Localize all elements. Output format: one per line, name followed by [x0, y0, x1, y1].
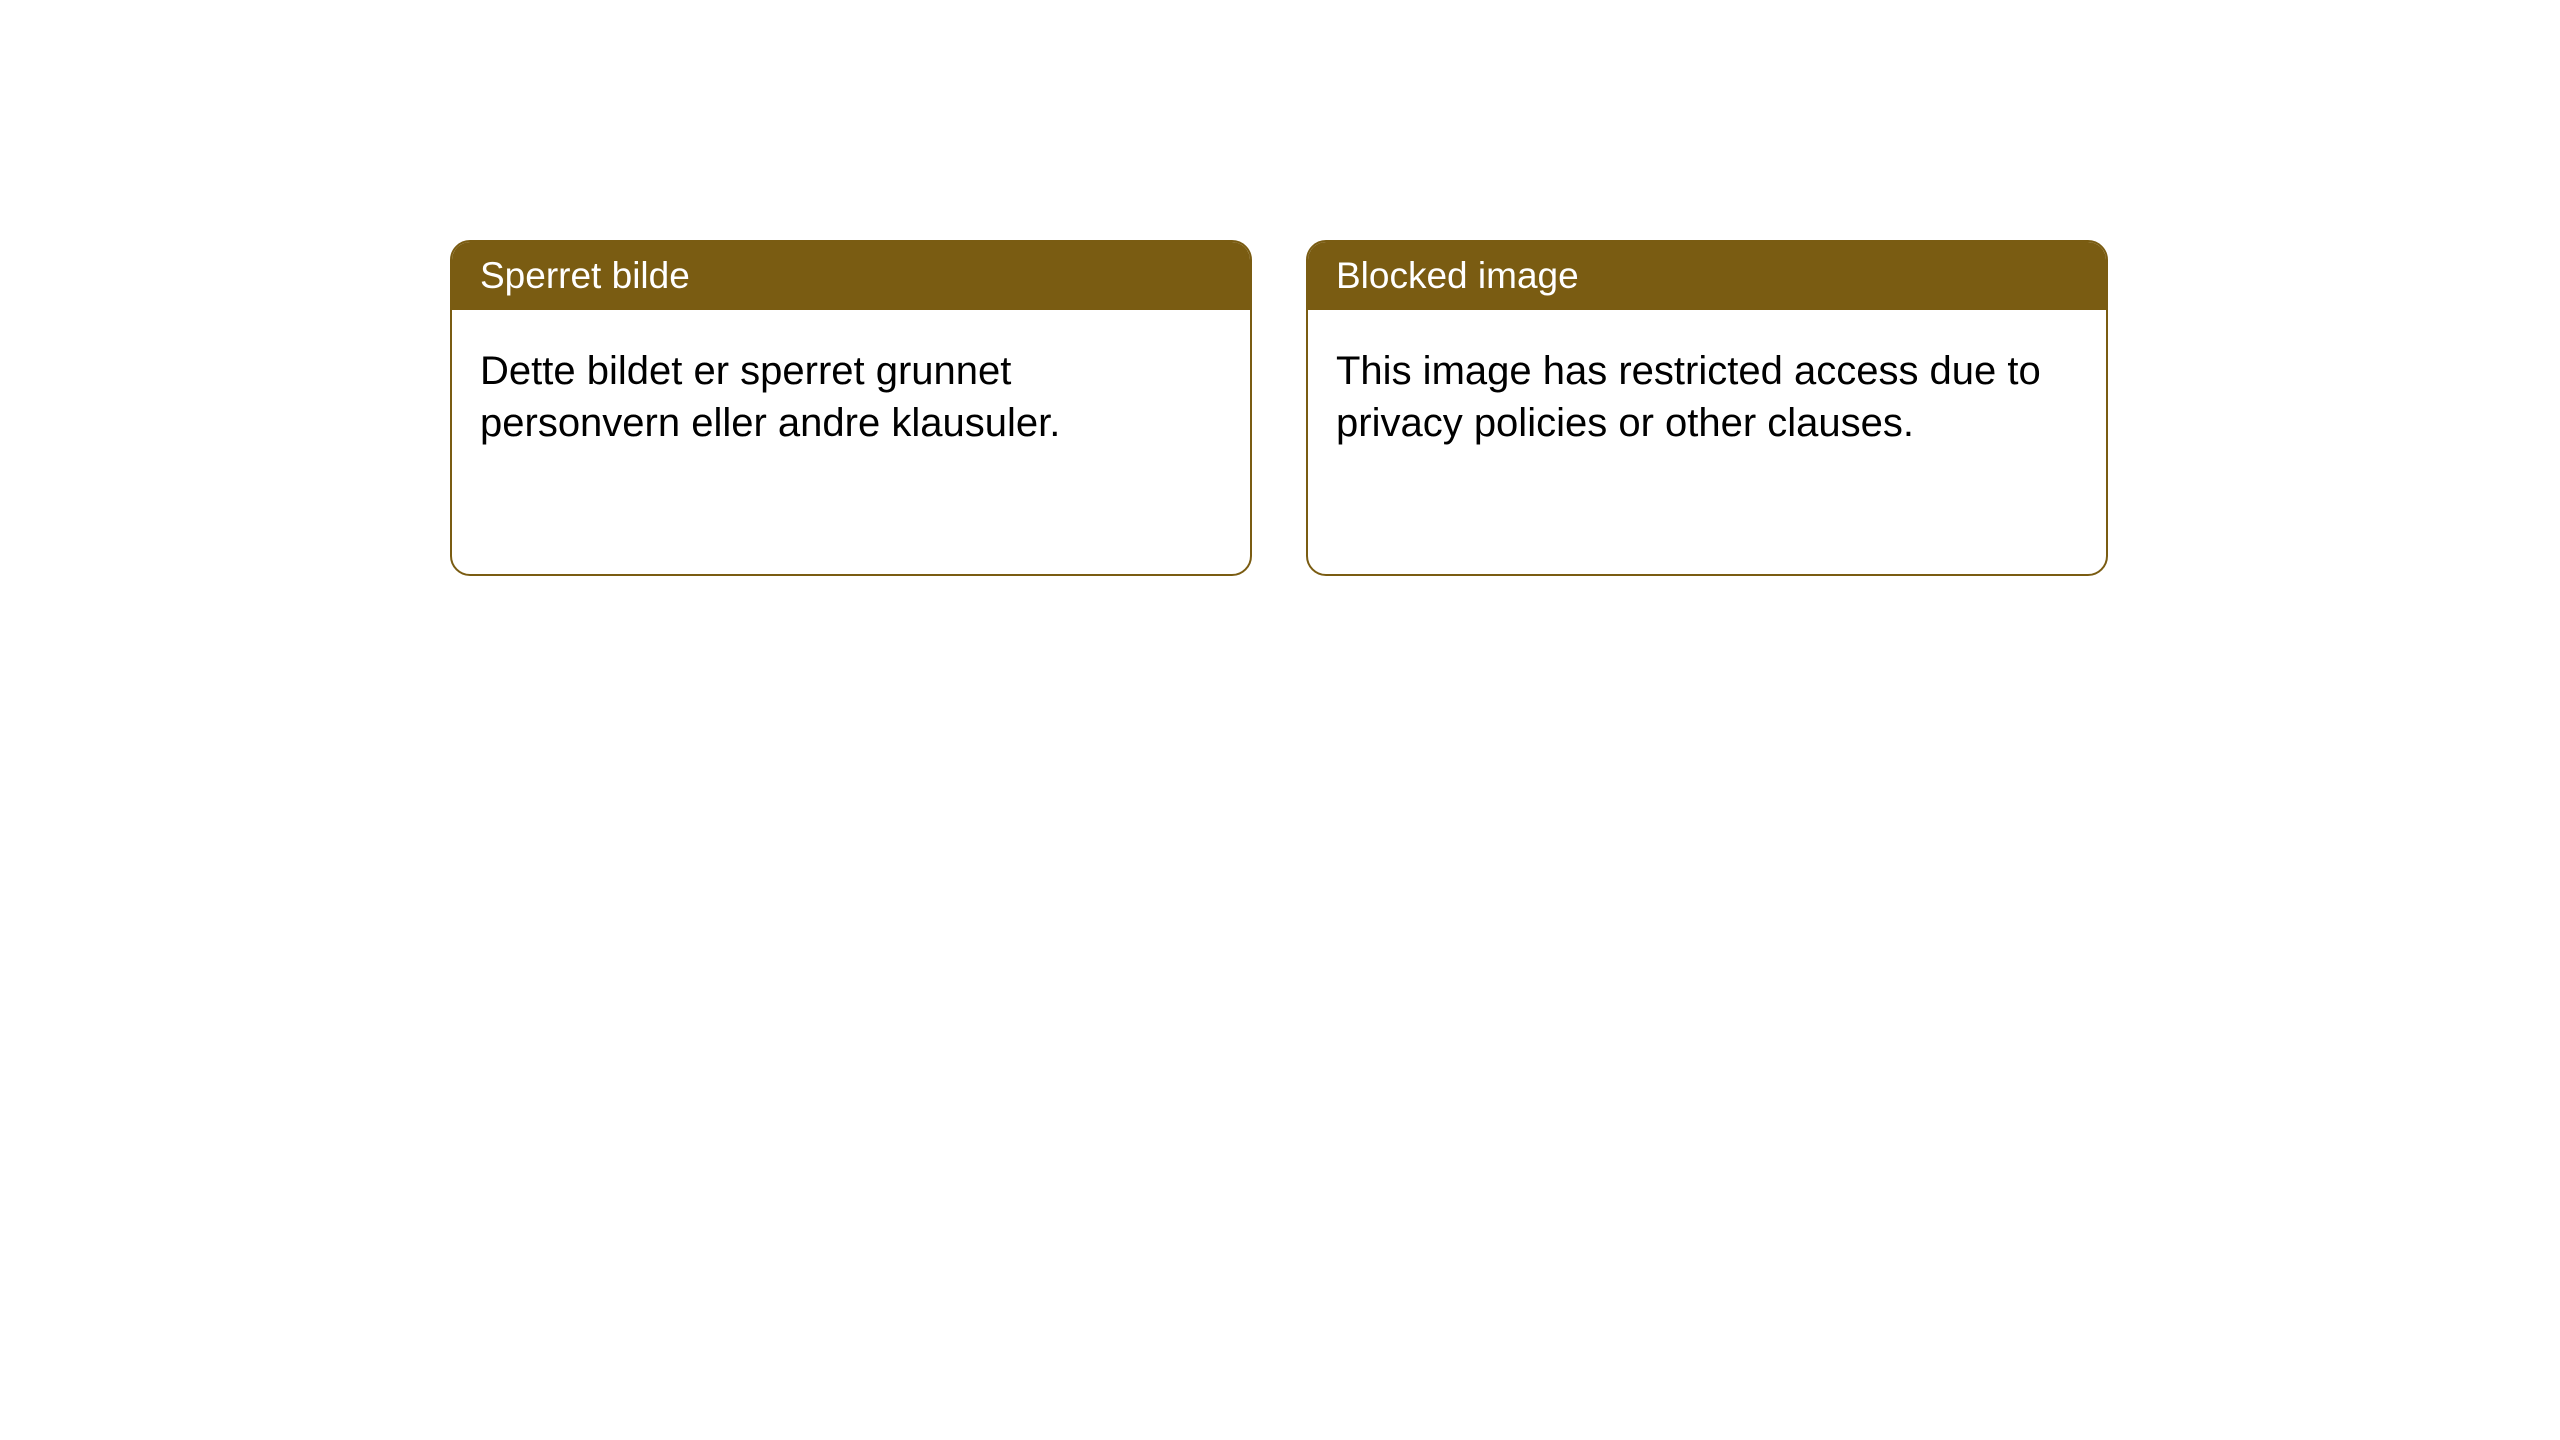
- notice-container: Sperret bilde Dette bildet er sperret gr…: [450, 240, 2108, 576]
- notice-text: Dette bildet er sperret grunnet personve…: [480, 349, 1060, 445]
- notice-title: Blocked image: [1336, 255, 1579, 296]
- notice-title: Sperret bilde: [480, 255, 690, 296]
- notice-body: Dette bildet er sperret grunnet personve…: [452, 310, 1250, 484]
- notice-header: Sperret bilde: [452, 242, 1250, 310]
- notice-card-english: Blocked image This image has restricted …: [1306, 240, 2108, 576]
- notice-card-norwegian: Sperret bilde Dette bildet er sperret gr…: [450, 240, 1252, 576]
- notice-body: This image has restricted access due to …: [1308, 310, 2106, 484]
- notice-text: This image has restricted access due to …: [1336, 349, 2041, 445]
- notice-header: Blocked image: [1308, 242, 2106, 310]
